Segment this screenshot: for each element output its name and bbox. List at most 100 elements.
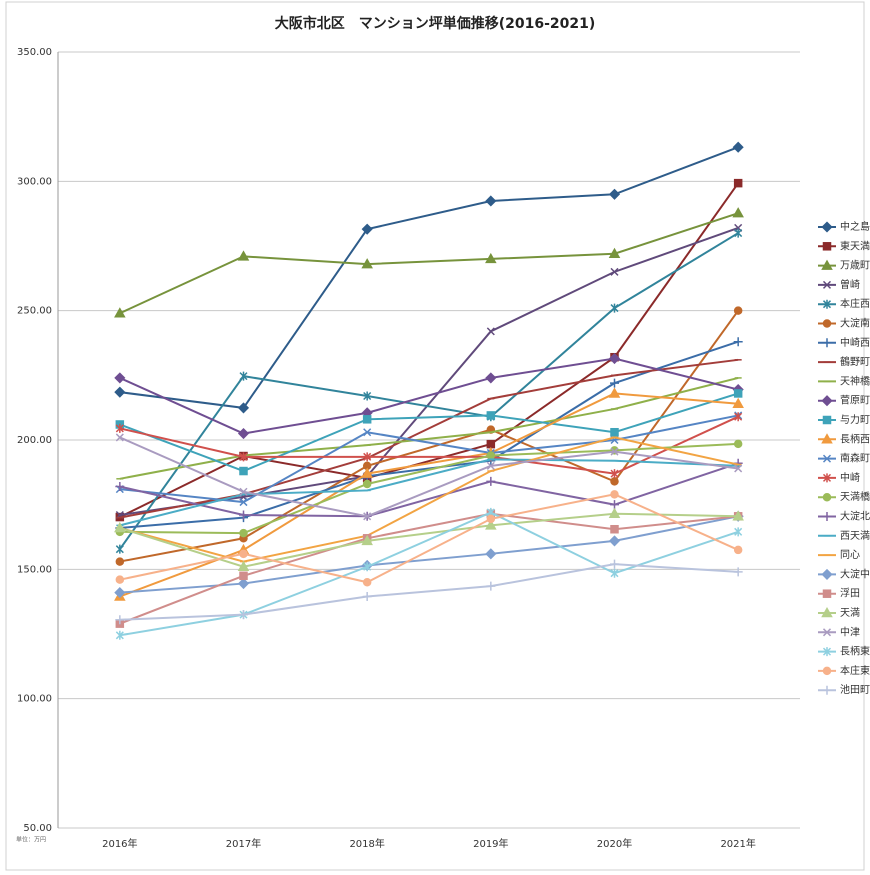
marker (362, 591, 372, 601)
legend-label: 曽崎 (840, 278, 860, 291)
marker (610, 524, 619, 534)
marker (115, 433, 124, 442)
legend-marker (822, 589, 832, 598)
marker (363, 452, 372, 462)
marker (486, 439, 496, 449)
series-line (119, 462, 739, 518)
chart-frame (5, 1, 865, 871)
marker (114, 386, 126, 398)
marker (115, 630, 124, 640)
marker (486, 476, 496, 486)
marker (733, 178, 743, 188)
legend-label: 天満橋 (840, 490, 870, 503)
marker (734, 527, 743, 537)
legend-marker (822, 338, 832, 348)
marker (239, 466, 248, 476)
marker (486, 581, 496, 591)
legend-marker (821, 568, 833, 580)
legend-marker (822, 299, 832, 309)
marker (115, 615, 125, 625)
marker (608, 507, 621, 518)
marker (733, 389, 743, 398)
marker (361, 223, 373, 235)
legend-label: 南森町 (840, 452, 870, 465)
legend-marker (821, 433, 833, 444)
series-line (119, 340, 739, 529)
marker (486, 514, 496, 524)
legend-marker (822, 512, 832, 521)
legend-label: 西天満 (840, 530, 870, 542)
marker (114, 307, 126, 318)
marker (114, 521, 126, 533)
marker (363, 562, 372, 572)
marker (610, 559, 619, 569)
marker (608, 247, 621, 259)
marker (610, 490, 619, 499)
chart-title: 大阪市北区 マンション坪単価推移(2016-2021) (275, 15, 596, 32)
marker (733, 337, 743, 347)
y-tick-label: 350.00 (17, 47, 52, 58)
legend-label: 長柄西 (840, 432, 870, 445)
marker (363, 391, 372, 401)
legend-label: 鶴野町 (840, 355, 870, 368)
legend-marker (822, 647, 832, 657)
marker (610, 267, 619, 276)
y-tick-label: 200.00 (17, 435, 52, 446)
marker (734, 464, 743, 473)
legend-marker (821, 259, 833, 270)
marker (363, 512, 372, 521)
series-line (119, 512, 739, 625)
series-line (119, 515, 739, 594)
legend-label: 大淀北 (840, 510, 870, 523)
series-line (119, 512, 739, 568)
marker (734, 228, 743, 238)
legend-label: 大淀南 (840, 317, 870, 330)
legend-label: 万歳町 (840, 260, 870, 272)
x-tick-label: 2017年 (226, 837, 261, 850)
marker (115, 557, 125, 566)
legend-label: 中崎 (840, 471, 860, 484)
y-tick-label: 150.00 (17, 564, 52, 575)
legend-marker (822, 666, 832, 676)
marker (237, 402, 250, 414)
marker (610, 447, 619, 456)
marker (733, 567, 743, 577)
legend-label: 中津 (840, 625, 860, 638)
marker (486, 327, 495, 336)
marker (608, 188, 621, 200)
marker (610, 500, 619, 510)
marker (115, 423, 124, 433)
marker (239, 528, 248, 538)
marker (239, 487, 248, 496)
series-line (119, 310, 739, 563)
legend-marker (822, 319, 832, 328)
marker (361, 258, 373, 269)
marker (115, 482, 125, 492)
marker (485, 519, 497, 530)
legend-label: 浮田 (840, 588, 860, 600)
series-line (119, 436, 739, 563)
series-line (119, 563, 739, 621)
marker (237, 427, 250, 440)
marker (733, 306, 743, 315)
marker (610, 427, 619, 437)
series-line (119, 358, 739, 519)
marker (486, 451, 496, 460)
marker (733, 545, 743, 555)
marker (485, 195, 497, 207)
marker (363, 428, 372, 437)
series-line (119, 232, 739, 550)
marker (608, 387, 621, 398)
marker (608, 535, 621, 547)
marker (610, 568, 619, 578)
legend-marker (822, 242, 832, 251)
marker (114, 372, 126, 384)
marker (485, 252, 497, 264)
marker (362, 479, 372, 489)
legend-label: 長柄東 (840, 645, 870, 658)
series-line (119, 376, 739, 480)
marker (239, 549, 248, 559)
legend-marker (821, 606, 833, 618)
legend-marker (822, 280, 832, 289)
legend-label: 本庄東 (840, 664, 870, 677)
